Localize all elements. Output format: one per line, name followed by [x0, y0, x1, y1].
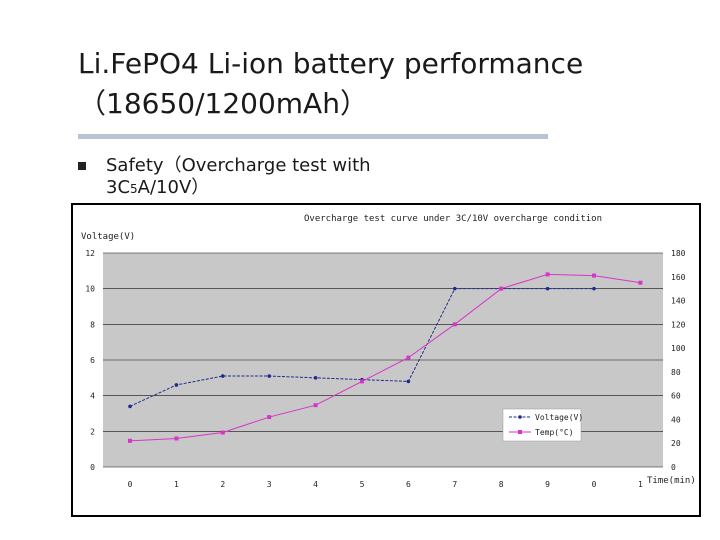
data-point-temp	[499, 286, 504, 291]
y2-tick-label: 140	[671, 297, 686, 306]
x-tick-label: 6	[406, 480, 411, 489]
y-tick-label: 8	[90, 320, 95, 329]
data-point-temp	[220, 430, 225, 435]
y2-tick-label: 180	[671, 249, 686, 258]
x-tick-label: 1	[638, 480, 643, 489]
data-point-voltage	[313, 376, 318, 380]
bullet-square-icon	[78, 162, 86, 170]
bullet-text-prefix: Safety（Overcharge test with 3C	[106, 155, 371, 198]
y-axis-title: Voltage(V)	[81, 232, 135, 242]
series-line-voltage	[129, 288, 594, 407]
data-point-voltage	[406, 379, 411, 384]
legend-marker-voltage	[518, 415, 522, 419]
x-tick-label: 1	[174, 480, 179, 489]
x-tick-label: 0	[128, 480, 133, 489]
y2-tick-label: 100	[671, 344, 686, 353]
y-tick-label: 0	[90, 463, 95, 472]
y-tick-label: 2	[90, 427, 95, 436]
data-point-temp	[360, 379, 364, 384]
data-point-voltage	[128, 404, 132, 409]
legend-label: Voltage(V)	[535, 413, 583, 422]
y-tick-label: 4	[90, 392, 95, 401]
y2-tick-label: 20	[671, 439, 681, 448]
x-tick-label: 0	[592, 480, 597, 489]
x-tick-label: 7	[452, 480, 457, 489]
data-point-voltage	[267, 374, 271, 378]
bullet-text-subscript: 5	[130, 182, 138, 196]
data-point-temp	[313, 403, 318, 408]
x-tick-label: 5	[360, 480, 365, 489]
title-divider	[78, 134, 548, 139]
data-point-temp	[592, 273, 596, 278]
overcharge-chart: Overcharge test curve under 3C/10V overc…	[81, 214, 696, 489]
data-point-temp	[638, 280, 643, 285]
data-point-temp	[452, 322, 457, 327]
data-point-voltage	[221, 374, 225, 378]
y-tick-label: 6	[90, 356, 95, 365]
data-point-voltage	[174, 383, 179, 387]
data-point-voltage	[453, 286, 457, 291]
data-point-temp	[128, 438, 132, 443]
x-tick-label: 9	[545, 480, 550, 489]
chart-title: Overcharge test curve under 3C/10V overc…	[304, 214, 602, 224]
data-point-voltage	[545, 286, 550, 291]
data-point-temp	[174, 436, 179, 441]
data-point-temp	[267, 415, 272, 420]
bullet-item: Safety（Overcharge test with 3C5A/10V）	[78, 155, 406, 200]
legend: Voltage(V) Temp(°C)	[502, 408, 583, 442]
y-tick-label: 12	[85, 249, 95, 258]
bullet-text-suffix: A/10V）	[137, 177, 210, 198]
y2-tick-label: 40	[671, 415, 681, 424]
y2-tick-label: 160	[671, 273, 686, 282]
series-line-temp	[129, 273, 641, 442]
data-point-voltage	[592, 286, 596, 291]
legend-marker-temp	[518, 430, 522, 434]
slide-title: Li.FePO4 Li-ion battery performance（1865…	[78, 47, 584, 120]
data-point-temp	[406, 355, 411, 360]
y2-tick-label: 60	[671, 392, 681, 401]
y2-tick-label: 80	[671, 368, 681, 377]
y-tick-label: 10	[85, 285, 95, 294]
x-axis-title: Time(min)	[647, 476, 696, 486]
legend-box	[502, 408, 582, 442]
chart-frame: Overcharge test curve under 3C/10V overc…	[71, 203, 701, 517]
x-tick-label: 2	[220, 480, 225, 489]
y2-tick-label: 120	[671, 320, 686, 329]
data-point-temp	[545, 272, 550, 277]
legend-label: Temp(°C)	[535, 428, 574, 437]
x-tick-label: 4	[313, 480, 318, 489]
y2-tick-label: 0	[671, 463, 676, 472]
bullet-text: Safety（Overcharge test with 3C5A/10V）	[106, 155, 406, 200]
x-tick-label: 3	[267, 480, 272, 489]
x-tick-label: 8	[499, 480, 504, 489]
